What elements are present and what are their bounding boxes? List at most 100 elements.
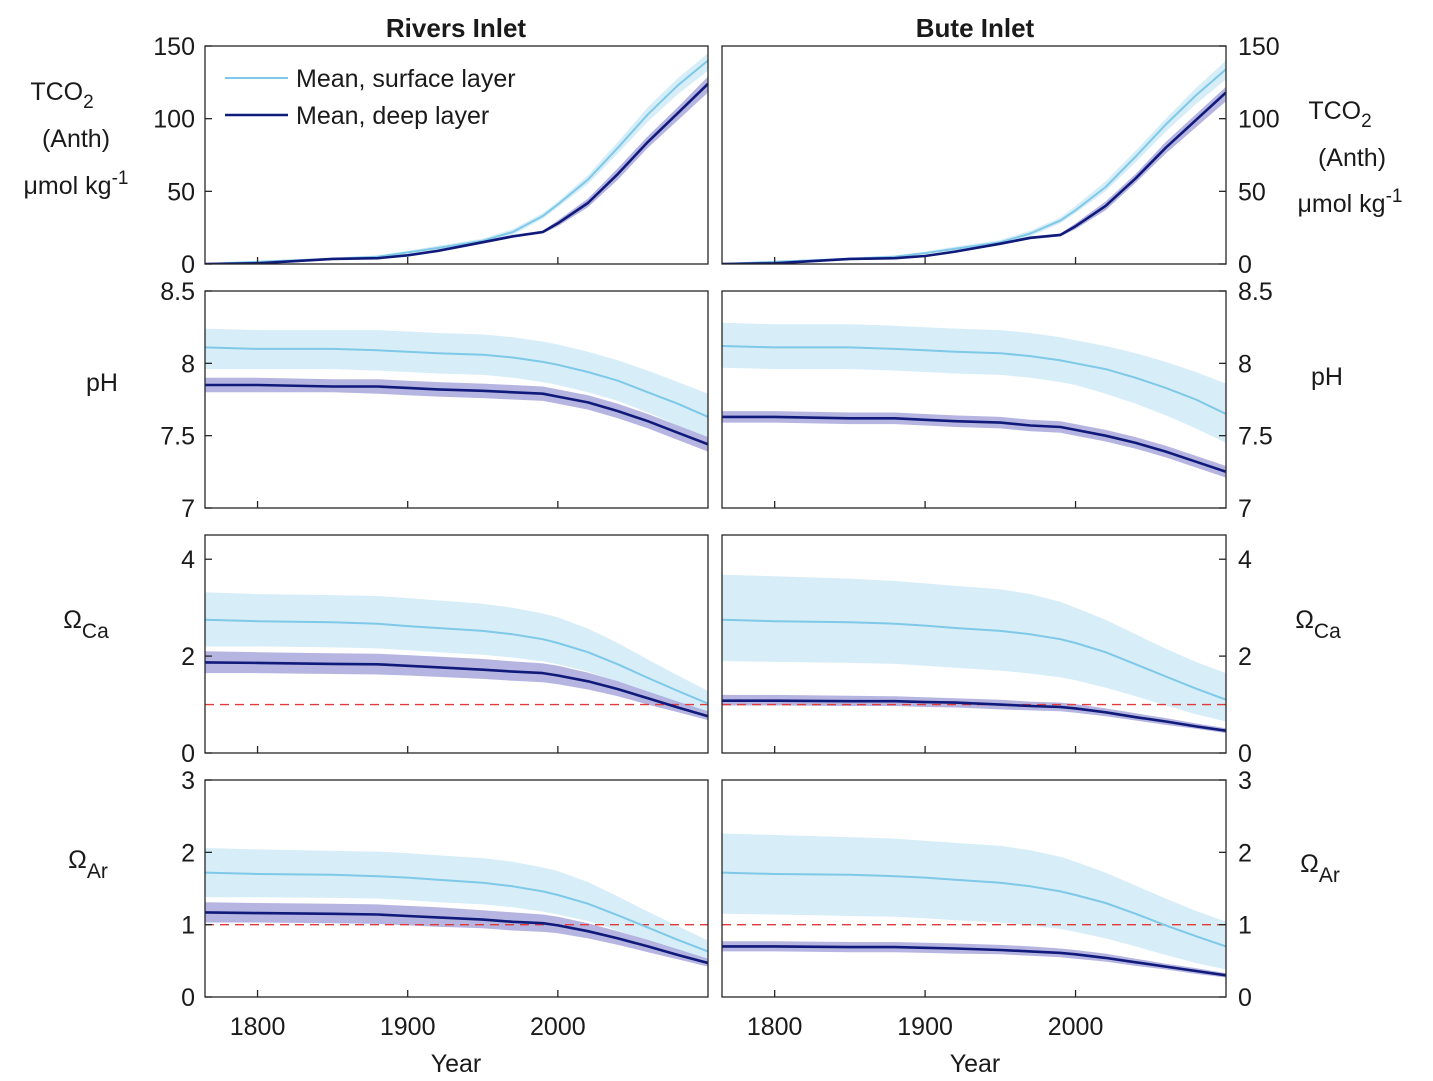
panel-bute-inlet-omegaar-line-deep <box>722 945 1226 977</box>
ylabel-right-tco2-unit-sup: -1 <box>1386 186 1403 207</box>
xlabel-rivers-inlet: Year <box>431 1050 482 1076</box>
panel-bute-inlet-omegaar-frame <box>721 779 1227 998</box>
ylabel-right-omega-ca-sub: Ca <box>1314 620 1341 643</box>
panel-bute-inlet-omegaca-ytick-label: 0 <box>1238 740 1252 768</box>
panel-bute-inlet-omegaar-xtick-label: 1800 <box>747 1013 803 1041</box>
panel-rivers-inlet-omegaar-frame <box>204 779 709 998</box>
ylabel-left-omega-ar-symbol: Ω <box>68 846 87 874</box>
panel-rivers-inlet-ph-band-surface <box>205 328 708 439</box>
panel-rivers-inlet-tco2-ytick-label: 100 <box>153 106 195 134</box>
panel-bute-inlet-omegaca-line-surface <box>722 618 1226 701</box>
ylabel-left-tco2: TCO2 (Anth) μmol kg-1 <box>24 78 129 200</box>
panel-bute-inlet-ph-ytick-label: 7.5 <box>1238 423 1273 451</box>
ylabel-left-tco2-sub: 2 <box>83 92 94 113</box>
ylabel-right-tco2-main: TCO <box>1308 97 1361 125</box>
ylabel-left-tco2-unit: μmol kg <box>24 172 112 200</box>
panel-bute-inlet-omegaar-ytick-label: 1 <box>1238 912 1252 940</box>
panel-bute-inlet-ph-line-surface <box>722 345 1226 415</box>
panel-bute-inlet-tco2: 0 50 100 150 <box>721 33 1280 279</box>
panel-rivers-inlet-omegaca-ytick-label: 2 <box>181 643 195 671</box>
panel-bute-inlet-ph-line-deep <box>722 415 1226 474</box>
panel-bute-inlet-tco2-frame <box>721 45 1227 265</box>
panel-rivers-inlet-ph: 7 7.5 8 8.5 <box>160 278 709 523</box>
panel-rivers-inlet-omegaar: 0 1 2 3 1800 1900 2000 <box>181 767 709 1041</box>
panel-bute-inlet-tco2-ytick-label: 50 <box>1238 178 1266 206</box>
ylabel-left-omega-ar-sub: Ar <box>87 860 108 883</box>
svg-text:μmol kg-1: μmol kg-1 <box>1298 186 1403 218</box>
panel-rivers-inlet-omegaar-line-surface <box>205 871 708 953</box>
panel-bute-inlet-ph-ytick-label: 8 <box>1238 350 1252 378</box>
panel-bute-inlet-ph-ytick-label: 8.5 <box>1238 278 1273 306</box>
panel-bute-inlet-ph-band-surface <box>722 322 1226 443</box>
panel-bute-inlet-tco2-line-deep <box>722 91 1226 264</box>
panel-bute-inlet-tco2-plot-area <box>722 60 1226 264</box>
ylabel-left-tco2-anth: (Anth) <box>42 125 110 153</box>
panel-rivers-inlet-omegaca-line-surface <box>205 618 708 705</box>
panel-bute-inlet-omegaar-line-surface <box>722 871 1226 948</box>
panel-bute-inlet-omegaar-ytick-label: 0 <box>1238 984 1252 1012</box>
panel-rivers-inlet-ph-ytick-label: 7 <box>181 495 195 523</box>
ylabel-left-omega-ca-sub: Ca <box>82 620 109 643</box>
panel-rivers-inlet-omegaca-ytick-label: 4 <box>181 546 195 574</box>
panel-bute-inlet-omegaar-xtick-label: 1900 <box>897 1013 953 1041</box>
ylabel-right-omega-ar-sub: Ar <box>1319 864 1340 887</box>
panel-rivers-inlet-ph-band-deep <box>205 377 708 452</box>
svg-text:ΩAr: ΩAr <box>1300 850 1340 887</box>
panel-bute-inlet-omegaca: 0 2 4 <box>721 534 1252 768</box>
panel-rivers-inlet-tco2-line-deep <box>205 82 708 264</box>
column-title-rivers-inlet: Rivers Inlet <box>386 13 527 43</box>
svg-text:TCO2: TCO2 <box>30 78 93 113</box>
svg-text:ΩCa: ΩCa <box>63 606 109 643</box>
panel-rivers-inlet-omegaar-ytick-label: 1 <box>181 912 195 940</box>
ylabel-right-omega-ar-symbol: Ω <box>1300 850 1319 878</box>
panel-bute-inlet-omegaar-ytick-label: 3 <box>1238 767 1252 795</box>
ylabel-right-ph: pH <box>1311 363 1343 391</box>
panel-rivers-inlet-omegaar-ytick-label: 3 <box>181 767 195 795</box>
panel-bute-inlet-tco2-band-surface <box>722 60 1226 264</box>
panel-rivers-inlet-omegaar-xtick-label: 1900 <box>380 1013 436 1041</box>
panel-bute-inlet-omegaca-line-deep <box>722 699 1226 732</box>
panel-bute-inlet-omegaca-plot-area <box>722 574 1226 734</box>
svg-text:μmol kg-1: μmol kg-1 <box>24 168 129 200</box>
panel-rivers-inlet-ph-ytick-label: 7.5 <box>160 423 195 451</box>
panel-rivers-inlet-tco2-plot-area <box>205 53 708 264</box>
panel-rivers-inlet-omegaar-plot-area <box>205 848 708 967</box>
panel-rivers-inlet-omegaca-band-deep <box>205 651 708 721</box>
svg-text:ΩCa: ΩCa <box>1295 606 1341 643</box>
panel-rivers-inlet-omegaar-xtick-label: 1800 <box>230 1013 286 1041</box>
panel-rivers-inlet-omegaar-xtick-label: 2000 <box>530 1013 586 1041</box>
ylabel-right-tco2-unit: μmol kg <box>1298 190 1386 218</box>
svg-text:ΩAr: ΩAr <box>68 846 108 883</box>
panel-rivers-inlet-tco2-ytick-label: 0 <box>181 251 195 279</box>
ylabel-left-tco2-main: TCO <box>30 78 83 106</box>
svg-text:TCO2: TCO2 <box>1308 97 1371 132</box>
ylabel-right-tco2-sub: 2 <box>1361 111 1372 132</box>
panel-bute-inlet-omegaar-ytick-label: 2 <box>1238 839 1252 867</box>
panel-bute-inlet-tco2-ytick-label: 0 <box>1238 251 1252 279</box>
ylabel-left-ph: pH <box>86 369 118 397</box>
panel-bute-inlet-ph-plot-area <box>722 322 1226 478</box>
panel-bute-inlet-omegaar-band-deep <box>722 941 1226 978</box>
panel-bute-inlet-tco2-ytick-label: 100 <box>1238 106 1280 134</box>
panel-rivers-inlet-omegaca-plot-area <box>205 592 708 721</box>
panel-rivers-inlet-ph-ytick-label: 8 <box>181 350 195 378</box>
panel-rivers-inlet-ph-ytick-label: 8.5 <box>160 278 195 306</box>
panel-rivers-inlet-omegaar-band-deep <box>205 902 708 967</box>
panel-bute-inlet-ph: 7 7.5 8 8.5 <box>721 278 1273 523</box>
panel-rivers-inlet-ph-plot-area <box>205 328 708 452</box>
panel-bute-inlet-omegaar-plot-area <box>722 833 1226 978</box>
panel-bute-inlet-omegaca-ytick-label: 4 <box>1238 546 1252 574</box>
panel-rivers-inlet-ph-frame <box>204 290 709 509</box>
panels: 05010015005010015077.588.577.588.5024024… <box>153 33 1279 1041</box>
panel-bute-inlet-tco2-ytick-label: 150 <box>1238 33 1280 61</box>
panel-bute-inlet-omegaar-band-surface <box>722 833 1226 970</box>
legend-label-surface: Mean, surface layer <box>296 65 516 93</box>
panel-rivers-inlet-omegaar-ytick-label: 0 <box>181 984 195 1012</box>
panel-bute-inlet-omegaca-ytick-label: 2 <box>1238 643 1252 671</box>
panel-bute-inlet-tco2-band-deep <box>722 86 1226 264</box>
column-title-bute-inlet: Bute Inlet <box>916 13 1035 43</box>
panel-bute-inlet-omegaar: 0 1 2 3 1800 1900 2000 <box>721 767 1252 1041</box>
panel-rivers-inlet-omegaca-line-deep <box>205 661 708 718</box>
